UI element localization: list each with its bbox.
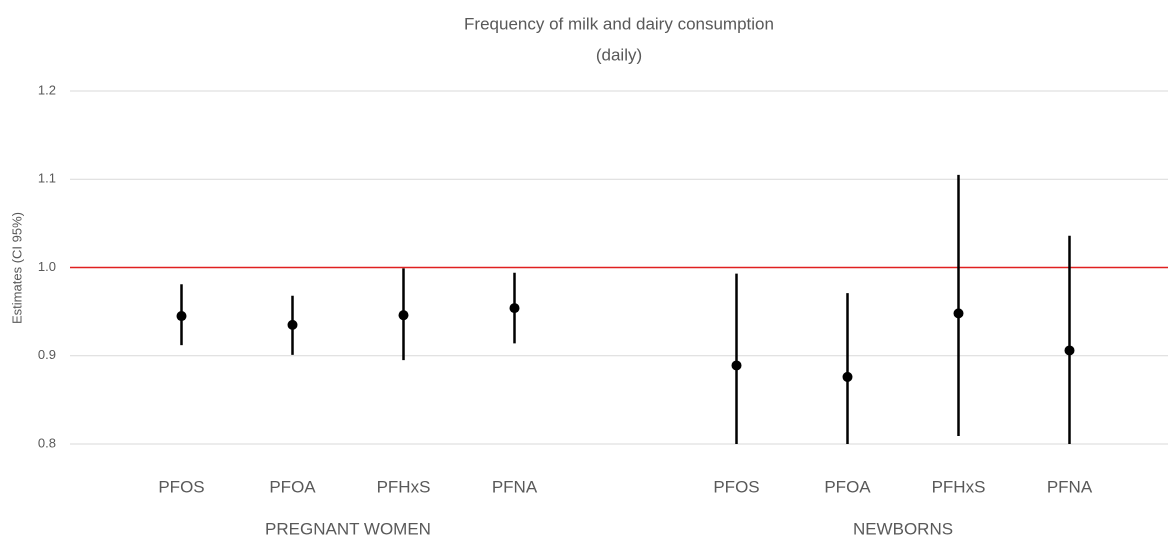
point: [398, 310, 409, 321]
x-tick-label: PFOS: [158, 477, 204, 496]
y-axis-label: Estimates (CI 95%): [9, 212, 24, 324]
point: [1064, 345, 1075, 356]
group-label: NEWBORNS: [853, 519, 953, 538]
chart-title: Frequency of milk and dairy consumption: [464, 14, 774, 33]
point: [842, 371, 853, 382]
x-tick-label: PFHxS: [932, 477, 986, 496]
y-tick-label: 1.2: [38, 82, 56, 97]
x-tick-label: PFOS: [713, 477, 759, 496]
x-tick-label: PFOA: [269, 477, 316, 496]
point: [509, 303, 520, 314]
point: [176, 311, 187, 322]
point: [953, 308, 964, 319]
chart-subtitle: (daily): [596, 45, 642, 64]
y-tick-label: 0.9: [38, 347, 56, 362]
x-tick-label: PFOA: [824, 477, 871, 496]
y-tick-label: 1.1: [38, 171, 56, 186]
x-tick-label: PFNA: [1047, 477, 1093, 496]
x-tick-label: PFNA: [492, 477, 538, 496]
point: [731, 360, 742, 371]
point: [287, 319, 298, 330]
group-label: PREGNANT WOMEN: [265, 519, 431, 538]
x-tick-label: PFHxS: [377, 477, 431, 496]
y-tick-label: 1.0: [38, 259, 56, 274]
y-tick-label: 0.8: [38, 435, 56, 450]
